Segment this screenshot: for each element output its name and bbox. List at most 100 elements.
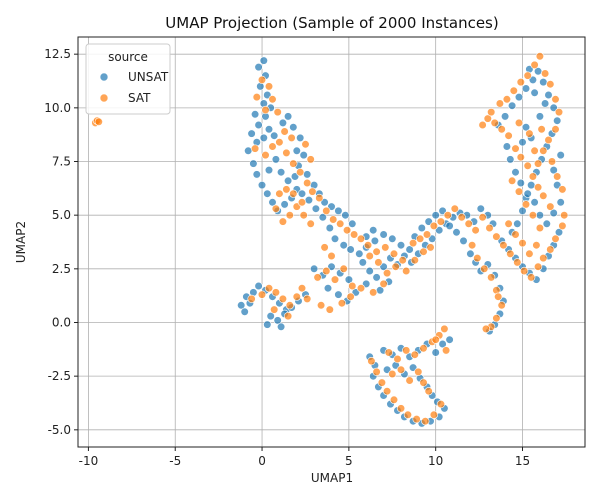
data-point-unsat: [320, 198, 329, 207]
data-point-sat: [350, 230, 359, 239]
data-point-sat: [285, 211, 294, 220]
data-point-sat: [535, 52, 545, 61]
data-point-unsat: [396, 241, 406, 250]
data-point-unsat: [549, 166, 558, 175]
data-point-unsat: [369, 226, 378, 235]
data-point-unsat: [299, 151, 308, 160]
data-point-sat: [518, 239, 527, 248]
series-unsat: [237, 56, 565, 428]
x-tick-label: 10: [428, 454, 443, 468]
data-point-unsat: [297, 189, 307, 198]
data-point-unsat: [431, 211, 440, 220]
data-point-sat: [539, 254, 548, 263]
data-point-sat: [431, 335, 440, 344]
data-point-sat: [421, 417, 430, 426]
data-point-unsat: [435, 226, 444, 235]
x-tick-label: 15: [515, 454, 530, 468]
data-point-unsat: [334, 206, 343, 215]
data-point-unsat: [247, 129, 256, 138]
data-point-sat: [525, 129, 534, 138]
data-point-sat: [303, 178, 312, 188]
data-point-sat: [372, 367, 381, 377]
data-point-sat: [275, 189, 284, 198]
data-point-sat: [306, 219, 315, 228]
y-tick-label: 10.0: [44, 101, 71, 115]
data-point-sat: [533, 183, 543, 192]
data-point-sat: [520, 266, 529, 276]
data-point-sat: [442, 346, 451, 355]
x-axis-label: UMAP1: [311, 471, 353, 485]
x-tick-label: -5: [169, 454, 181, 468]
data-point-sat: [252, 92, 261, 102]
data-point-unsat: [284, 176, 293, 185]
data-point-unsat: [251, 110, 260, 119]
data-point-sat: [405, 376, 414, 385]
data-point-unsat: [284, 112, 293, 121]
data-point-unsat: [355, 249, 364, 258]
data-point-unsat: [445, 335, 454, 344]
data-point-unsat: [254, 62, 263, 72]
data-point-sat: [363, 241, 373, 250]
data-point-sat: [402, 346, 411, 355]
data-point-unsat: [521, 123, 531, 132]
data-point-sat: [261, 105, 270, 115]
data-point-sat: [553, 172, 562, 181]
data-point-unsat: [311, 204, 321, 213]
data-point-sat: [337, 299, 347, 308]
data-point-sat: [554, 107, 564, 117]
series-sat: [91, 52, 569, 426]
data-point-sat: [511, 230, 520, 239]
legend: source UNSAT SAT: [85, 43, 171, 115]
data-point-sat: [257, 75, 267, 84]
data-point-unsat: [379, 230, 388, 239]
data-point-unsat: [264, 166, 274, 175]
y-axis-ticks: -5.0 -2.5 0.0 2.5 5.0 7.5 10.0 12.5: [44, 47, 78, 437]
data-point-unsat: [501, 112, 510, 121]
data-point-unsat: [303, 170, 312, 179]
data-point-sat: [94, 117, 103, 126]
data-points: [91, 52, 569, 428]
data-point-unsat: [325, 223, 334, 233]
data-point-unsat: [339, 241, 348, 250]
data-point-sat: [412, 415, 421, 424]
data-point-sat: [471, 226, 480, 235]
data-point-sat: [372, 247, 381, 256]
data-point-sat: [530, 60, 539, 70]
data-point-unsat: [530, 198, 539, 207]
y-tick-label: 2.5: [52, 262, 71, 276]
legend-label-unsat: UNSAT: [128, 70, 169, 84]
x-tick-label: 5: [345, 454, 353, 468]
data-point-unsat: [323, 284, 333, 293]
data-point-unsat: [252, 170, 261, 179]
data-point-unsat: [348, 219, 357, 228]
data-point-sat: [270, 305, 279, 314]
data-point-sat: [419, 247, 428, 256]
data-point-unsat: [237, 301, 246, 310]
data-point-sat: [457, 213, 466, 222]
data-point-unsat: [372, 273, 381, 282]
data-point-unsat: [296, 133, 305, 142]
data-point-sat: [450, 204, 459, 213]
data-point-unsat: [270, 131, 279, 140]
data-point-sat: [273, 107, 282, 117]
y-tick-label: 12.5: [44, 47, 71, 61]
data-point-sat: [299, 211, 308, 220]
data-point-sat: [504, 219, 513, 228]
data-point-unsat: [549, 208, 558, 218]
data-point-sat: [481, 324, 491, 334]
data-point-sat: [377, 378, 387, 387]
data-point-sat: [369, 288, 378, 297]
data-point-sat: [306, 155, 315, 164]
data-point-unsat: [289, 123, 298, 132]
data-point-sat: [374, 258, 383, 267]
data-point-sat: [409, 239, 418, 248]
data-point-unsat: [535, 112, 545, 121]
data-point-unsat: [280, 200, 289, 209]
data-point-unsat: [553, 116, 562, 125]
data-point-sat: [487, 107, 496, 117]
data-point-sat: [285, 301, 294, 310]
data-point-sat: [275, 138, 284, 147]
data-point-sat: [264, 284, 274, 293]
data-point-sat: [535, 223, 545, 233]
data-point-unsat: [513, 219, 522, 228]
